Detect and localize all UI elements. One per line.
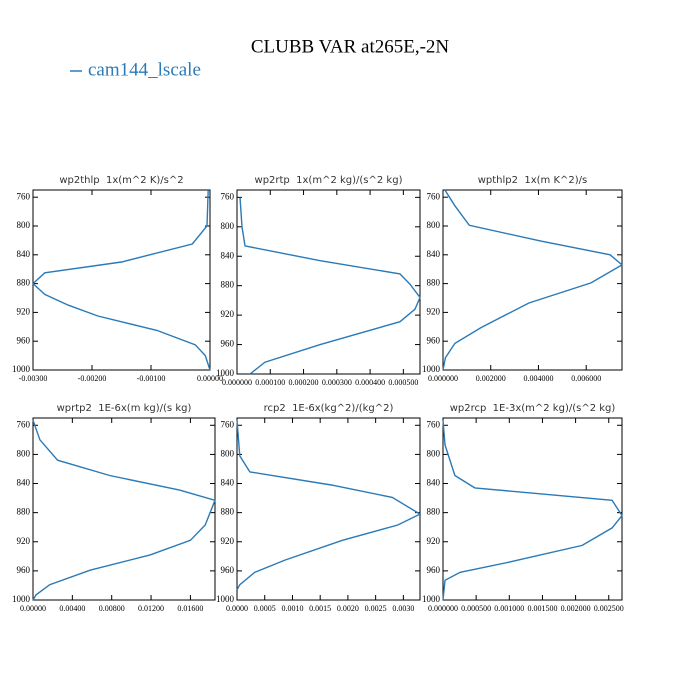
x-tick-label: 0.0015 bbox=[309, 604, 331, 613]
y-tick-label: 1000 bbox=[216, 594, 235, 604]
x-tick-label: -0.00200 bbox=[78, 374, 107, 383]
y-tick-label: 840 bbox=[221, 478, 235, 488]
y-tick-label: 760 bbox=[427, 191, 441, 201]
x-tick-label: 0.00000 bbox=[197, 374, 223, 383]
y-tick-label: 920 bbox=[427, 536, 441, 546]
x-tick-label: 0.0020 bbox=[337, 604, 359, 613]
y-tick-label: 960 bbox=[17, 565, 31, 575]
x-tick-label: 0.000500 bbox=[461, 604, 491, 613]
x-tick-label: 0.00800 bbox=[99, 604, 125, 613]
panel-title: wpthlp2 1x(m K^2)/s bbox=[478, 175, 588, 186]
panel-title: wp2thlp 1x(m^2 K)/s^2 bbox=[59, 175, 183, 186]
y-tick-label: 1000 bbox=[422, 594, 441, 604]
profile-line bbox=[32, 419, 216, 601]
y-tick-label: 960 bbox=[221, 565, 235, 575]
y-tick-label: 840 bbox=[17, 478, 31, 488]
panel-title: wprtp2 1E-6x(m kg)/(s kg) bbox=[57, 403, 192, 414]
x-tick-label: 0.000400 bbox=[355, 378, 385, 387]
x-tick-label: -0.00300 bbox=[19, 374, 48, 383]
y-tick-label: 840 bbox=[221, 250, 235, 260]
figure-title: CLUBB VAR at265E,-2N bbox=[251, 36, 450, 57]
y-tick-label: 960 bbox=[17, 335, 31, 345]
y-tick-label: 800 bbox=[17, 220, 31, 230]
y-tick-label: 1000 bbox=[12, 364, 31, 374]
panel-title: wp2rtp 1x(m^2 kg)/(s^2 kg) bbox=[255, 175, 403, 186]
y-tick-label: 960 bbox=[427, 335, 441, 345]
x-tick-label: 0.001500 bbox=[527, 604, 557, 613]
y-tick-label: 960 bbox=[427, 565, 441, 575]
y-tick-label: 760 bbox=[221, 191, 235, 201]
x-tick-label: 0.000000 bbox=[222, 378, 252, 387]
y-tick-label: 760 bbox=[221, 419, 235, 429]
y-tick-label: 960 bbox=[221, 339, 235, 349]
x-tick-label: 0.002000 bbox=[561, 604, 591, 613]
y-tick-label: 760 bbox=[427, 419, 441, 429]
x-tick-label: 0.000000 bbox=[428, 374, 458, 383]
x-tick-label: 0.0010 bbox=[281, 604, 303, 613]
x-tick-label: 0.002500 bbox=[594, 604, 624, 613]
plot-frame bbox=[32, 417, 216, 601]
plot-frame bbox=[236, 417, 421, 601]
y-tick-label: 880 bbox=[221, 280, 235, 290]
y-tick-label: 880 bbox=[221, 507, 235, 517]
y-tick-label: 760 bbox=[17, 419, 31, 429]
x-tick-label: 0.004000 bbox=[523, 374, 553, 383]
y-tick-label: 800 bbox=[427, 448, 441, 458]
profile-line bbox=[31, 189, 211, 371]
x-tick-label: 0.002000 bbox=[476, 374, 506, 383]
y-tick-label: 920 bbox=[427, 306, 441, 316]
x-tick-label: 0.000500 bbox=[388, 378, 418, 387]
panel-title: rcp2 1E-6x(kg^2)/(kg^2) bbox=[264, 403, 394, 414]
panel-title: wp2rcp 1E-3x(m^2 kg)/(s^2 kg) bbox=[450, 403, 616, 414]
x-tick-label: 0.0005 bbox=[254, 604, 276, 613]
x-tick-label: 0.000300 bbox=[322, 378, 352, 387]
profile-line bbox=[442, 420, 623, 601]
x-tick-label: 0.000000 bbox=[428, 604, 458, 613]
x-tick-label: -0.00100 bbox=[137, 374, 166, 383]
y-tick-label: 800 bbox=[427, 220, 441, 230]
x-tick-label: 0.0000 bbox=[226, 604, 248, 613]
y-tick-label: 840 bbox=[17, 249, 31, 259]
y-tick-label: 1000 bbox=[216, 368, 235, 378]
y-tick-label: 920 bbox=[17, 306, 31, 316]
x-tick-label: 0.00000 bbox=[20, 604, 46, 613]
y-tick-label: 800 bbox=[221, 221, 235, 231]
x-tick-label: 0.01200 bbox=[138, 604, 164, 613]
x-tick-label: 0.001000 bbox=[494, 604, 524, 613]
x-tick-label: 0.0025 bbox=[365, 604, 387, 613]
y-tick-label: 1000 bbox=[12, 594, 31, 604]
plot-frame bbox=[442, 189, 623, 371]
profile-line bbox=[239, 197, 421, 375]
y-tick-label: 800 bbox=[17, 448, 31, 458]
y-tick-label: 920 bbox=[221, 309, 235, 319]
y-tick-label: 840 bbox=[427, 478, 441, 488]
y-tick-label: 880 bbox=[17, 278, 31, 288]
x-tick-label: 0.01600 bbox=[177, 604, 203, 613]
profile-line bbox=[236, 420, 422, 591]
plot-frame bbox=[442, 417, 623, 601]
y-tick-label: 880 bbox=[17, 507, 31, 517]
profile-line bbox=[442, 189, 624, 371]
x-tick-label: 0.006000 bbox=[571, 374, 601, 383]
y-tick-label: 840 bbox=[427, 249, 441, 259]
y-tick-label: 880 bbox=[427, 507, 441, 517]
x-tick-label: 0.00400 bbox=[59, 604, 85, 613]
x-tick-label: 0.000200 bbox=[289, 378, 319, 387]
plot-frame bbox=[236, 189, 421, 375]
y-tick-label: 760 bbox=[17, 191, 31, 201]
plot-frame bbox=[32, 189, 211, 371]
y-tick-label: 920 bbox=[221, 536, 235, 546]
y-tick-label: 1000 bbox=[422, 364, 441, 374]
y-tick-label: 800 bbox=[221, 448, 235, 458]
x-tick-label: 0.0030 bbox=[392, 604, 414, 613]
y-tick-label: 880 bbox=[427, 278, 441, 288]
y-tick-label: 920 bbox=[17, 536, 31, 546]
legend-label: cam144_lscale bbox=[88, 59, 201, 80]
x-tick-label: 0.000100 bbox=[255, 378, 285, 387]
